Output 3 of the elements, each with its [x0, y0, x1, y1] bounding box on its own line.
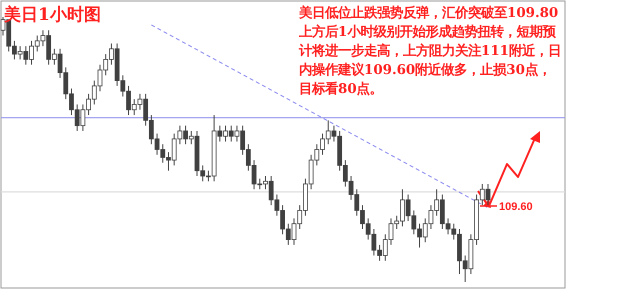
- chart-title: 美日1小时图: [4, 4, 101, 26]
- annotation: 美日低位止跌强势反弹，汇价突破至109.80上方后1小时级别开始形成趋势扭转，短期预计将进一步走高，上方阻力关注111附近，日内操作建议109.60附近做多，止损30点，目标看80点。: [299, 4, 562, 99]
- text: 109.60: [499, 201, 533, 213]
